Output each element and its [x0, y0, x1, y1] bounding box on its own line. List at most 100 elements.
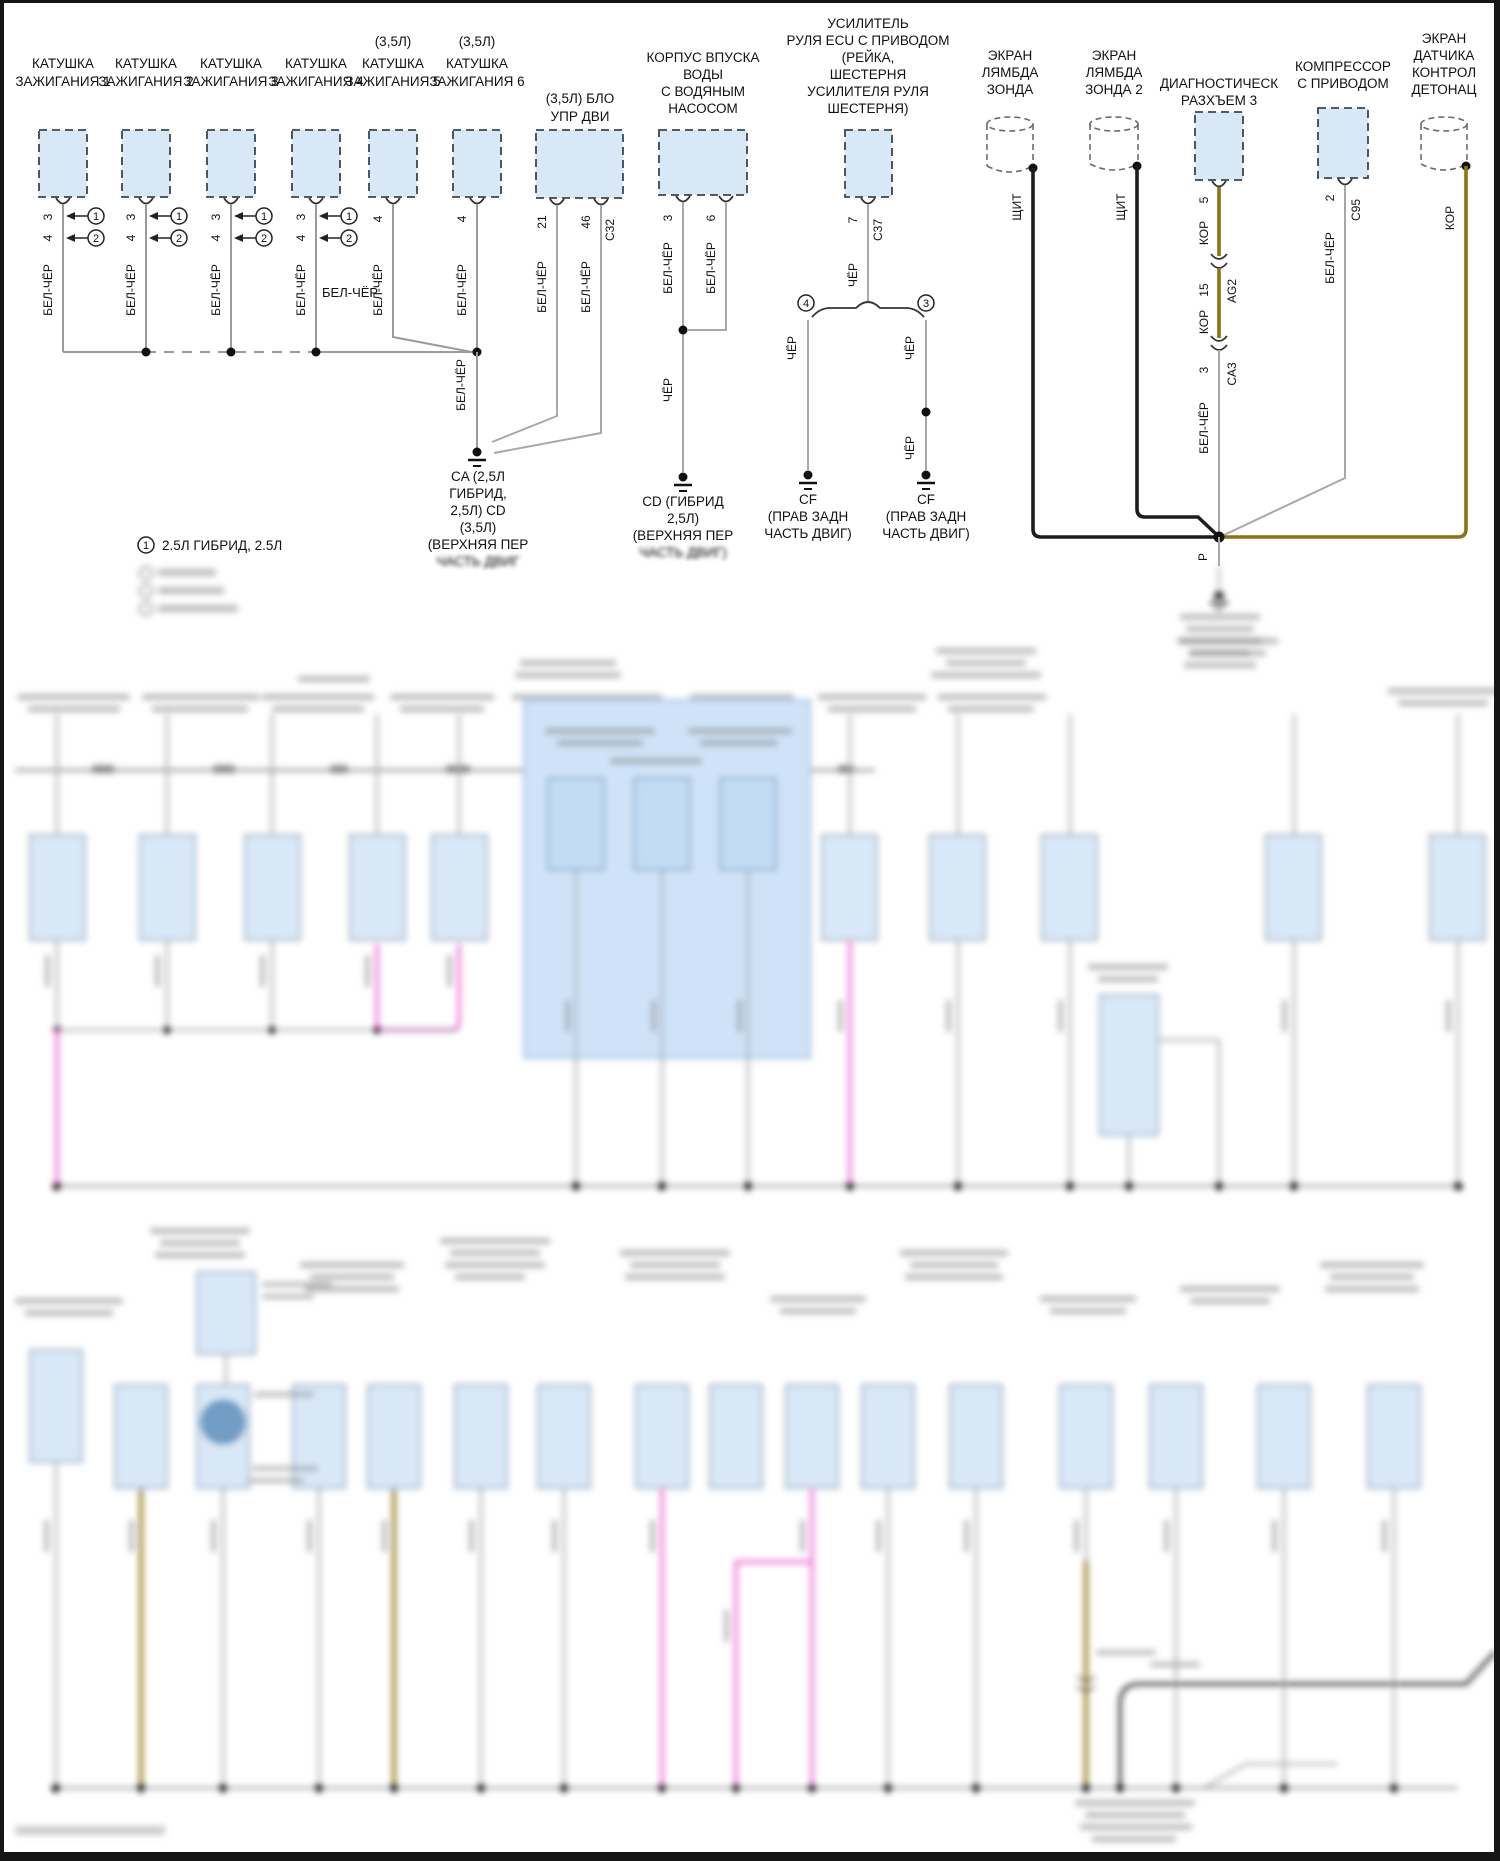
page-border-top: [0, 0, 1500, 3]
svg-text:КОНТРОЛ: КОНТРОЛ: [1412, 65, 1476, 80]
svg-text:6: 6: [704, 214, 718, 221]
svg-text:(ВЕРХНЯЯ ПЕР: (ВЕРХНЯЯ ПЕР: [428, 537, 529, 552]
svg-text:3: 3: [661, 214, 675, 221]
svg-text:C32: C32: [603, 219, 617, 241]
svg-text:КОМПРЕССОР: КОМПРЕССОР: [1295, 59, 1391, 74]
svg-text:ЧАСТЬ ДВИГ): ЧАСТЬ ДВИГ): [882, 526, 970, 541]
svg-text:7: 7: [846, 216, 860, 223]
svg-text:УСИЛИТЕЛЯ РУЛЯ: УСИЛИТЕЛЯ РУЛЯ: [807, 84, 929, 99]
coil-1-box: [38, 129, 88, 198]
ignition-coil-1: КАТУШКА ЗАЖИГАНИЯ 1 3 4 1 2 БЕЛ-ЧЁР: [15, 56, 111, 352]
svg-text:КОР: КОР: [1443, 206, 1457, 230]
svg-text:БЕЛ-ЧЁР: БЕЛ-ЧЁР: [124, 264, 138, 316]
shield-junction: P: [1196, 531, 1225, 566]
svg-text:ШЕСТЕРНЯ): ШЕСТЕРНЯ): [828, 101, 909, 116]
legend-callout-1-icon: [137, 536, 155, 554]
svg-text:УПР ДВИ: УПР ДВИ: [551, 109, 610, 124]
coil-4-box: [291, 129, 341, 198]
svg-text:(3,5Л): (3,5Л): [375, 34, 412, 49]
svg-text:БЕЛ-ЧЁР: БЕЛ-ЧЁР: [704, 242, 718, 294]
diagnostic-connector-3: ДИАГНОСТИЧЕСК РАЗХЪЕМ 3 5 КОР 15 AG2 КОР…: [1160, 76, 1278, 537]
blurred-diagram-region: [15, 566, 1500, 1842]
svg-text:КАТУШКА: КАТУШКА: [115, 56, 177, 71]
ignition-coil-5: (3,5Л) КАТУШКА ЗАЖИГАНИЯ 5 4 БЕЛ-ЧЁР: [345, 34, 478, 354]
svg-text:2: 2: [1323, 194, 1337, 201]
svg-text:4: 4: [455, 215, 469, 222]
coil-6-box: [452, 129, 502, 198]
svg-text:CA3: CA3: [1225, 362, 1239, 386]
svg-text:ЛЯМБДА: ЛЯМБДА: [982, 65, 1039, 80]
svg-text:3: 3: [1197, 366, 1211, 373]
svg-text:CA (2,5Л: CA (2,5Л: [451, 469, 505, 484]
water-box: [658, 129, 748, 196]
svg-text:C95: C95: [1349, 199, 1363, 221]
svg-text:ЗАЖИГАНИЯ 2: ЗАЖИГАНИЯ 2: [98, 74, 193, 89]
water-inlet-housing: КОРПУС ВПУСКА ВОДЫ С ВОДЯНЫМ НАСОСОМ 3 6…: [647, 50, 759, 472]
ecu-box: [535, 129, 624, 199]
svg-text:БЕЛ-ЧЁР: БЕЛ-ЧЁР: [371, 264, 385, 316]
svg-text:CD (ГИБРИД: CD (ГИБРИД: [642, 494, 723, 509]
svg-text:ЗАЖИГАНИЯ 6: ЗАЖИГАНИЯ 6: [429, 74, 524, 89]
svg-text:ГИБРИД,: ГИБРИД,: [449, 486, 506, 501]
coil-3-box: [206, 129, 256, 198]
svg-text:РАЗХЪЕМ 3: РАЗХЪЕМ 3: [1181, 93, 1257, 108]
steering-ecu: УСИЛИТЕЛЬ РУЛЯ ECU С ПРИВОДОМ (РЕЙКА, ШЕ…: [785, 16, 950, 470]
svg-text:ЗАЖИГАНИЯ 1: ЗАЖИГАНИЯ 1: [15, 74, 110, 89]
svg-text:P: P: [1196, 553, 1210, 561]
svg-text:CF: CF: [917, 492, 935, 507]
shield-cylinder-icon: [1420, 116, 1468, 132]
svg-text:КАТУШКА: КАТУШКА: [362, 56, 424, 71]
ground-cd: CD (ГИБРИД 2,5Л) (ВЕРХНЯЯ ПЕР ЧАСТЬ ДВИГ…: [633, 472, 733, 560]
svg-text:1: 1: [93, 211, 99, 223]
callout-3-icon: [917, 294, 935, 312]
bus-wire-label: БЕЛ-ЧЁР: [322, 285, 378, 300]
svg-text:ЗАЖИГАНИЯ 3: ЗАЖИГАНИЯ 3: [183, 74, 278, 89]
knock-sensor-shield: ЭКРАН ДАТЧИКА КОНТРОЛ ДЕТОНАЦ КОР: [1224, 31, 1477, 539]
svg-text:AG2: AG2: [1225, 279, 1239, 303]
diag-box: [1194, 111, 1244, 181]
svg-text:БЕЛ-ЧЁР: БЕЛ-ЧЁР: [454, 359, 468, 411]
page-border-right: [1494, 0, 1500, 1861]
svg-text:ЧЁР: ЧЁР: [846, 263, 860, 287]
svg-text:КАТУШКА: КАТУШКА: [200, 56, 262, 71]
svg-text:ЭКРАН: ЭКРАН: [988, 48, 1032, 63]
svg-text:БЕЛ-ЧЁР: БЕЛ-ЧЁР: [1197, 402, 1211, 454]
svg-text:3: 3: [923, 298, 929, 310]
svg-text:15: 15: [1197, 283, 1211, 297]
svg-text:КОР: КОР: [1197, 310, 1211, 334]
svg-text:БЕЛ-ЧЁР: БЕЛ-ЧЁР: [41, 264, 55, 316]
svg-text:4: 4: [294, 234, 308, 241]
svg-text:2,5Л): 2,5Л): [667, 511, 699, 526]
svg-text:КАТУШКА: КАТУШКА: [32, 56, 94, 71]
callout-4-icon: [797, 294, 815, 312]
coil-ground-bus: БЕЛ-ЧЁР БЕЛ-ЧЁР: [63, 285, 482, 448]
svg-text:КАТУШКА: КАТУШКА: [285, 56, 347, 71]
svg-text:ШЕСТЕРНЯ: ШЕСТЕРНЯ: [830, 67, 906, 82]
ignition-coil-3: КАТУШКА ЗАЖИГАНИЯ 3 3 4 1 2 БЕЛ-ЧЁР: [183, 56, 279, 352]
svg-text:БЕЛ-ЧЁР: БЕЛ-ЧЁР: [661, 242, 675, 294]
svg-text:ДЕТОНАЦ: ДЕТОНАЦ: [1411, 82, 1476, 97]
steering-box: [844, 129, 893, 198]
svg-text:4: 4: [803, 298, 809, 310]
svg-text:C37: C37: [871, 219, 885, 241]
svg-text:ЧАСТЬ ДВИГ: ЧАСТЬ ДВИГ: [436, 554, 520, 569]
pump-symbol: [200, 1399, 246, 1445]
svg-text:(3,5Л): (3,5Л): [460, 520, 497, 535]
svg-text:2: 2: [176, 233, 182, 245]
page-border-bottom: [0, 1852, 1500, 1861]
svg-text:ДИАГНОСТИЧЕСК: ДИАГНОСТИЧЕСК: [1160, 76, 1278, 91]
ground-ca: CA (2,5Л ГИБРИД, 2,5Л) CD (3,5Л) (ВЕРХНЯ…: [428, 447, 529, 569]
svg-text:С ВОДЯНЫМ: С ВОДЯНЫМ: [661, 84, 745, 99]
svg-text:БЕЛ-ЧЁР: БЕЛ-ЧЁР: [1323, 232, 1337, 284]
engine-ecu: (3,5Л) БЛО УПР ДВИ 21 46 C32 БЕЛ-ЧЁР БЕЛ…: [491, 91, 624, 454]
svg-text:ЧЁР: ЧЁР: [661, 378, 675, 402]
svg-text:ЗОНДА: ЗОНДА: [987, 82, 1033, 97]
svg-text:1: 1: [143, 540, 149, 552]
svg-text:БЕЛ-ЧЁР: БЕЛ-ЧЁР: [455, 264, 469, 316]
svg-text:(3,5Л): (3,5Л): [459, 34, 496, 49]
svg-text:(ПРАВ ЗАДН: (ПРАВ ЗАДН: [886, 509, 967, 524]
svg-text:КАТУШКА: КАТУШКА: [446, 56, 508, 71]
svg-text:46: 46: [579, 215, 593, 229]
svg-text:ЧЁР: ЧЁР: [785, 336, 799, 360]
